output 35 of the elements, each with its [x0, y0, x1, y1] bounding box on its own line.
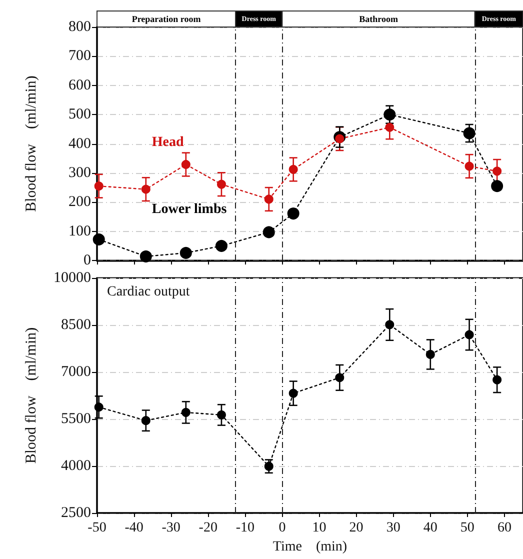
y-tick-label: 8500 [61, 317, 91, 333]
x-tick-label: 10 [312, 520, 326, 536]
series-label: Head [152, 134, 184, 150]
y-tick-label: 7000 [61, 364, 91, 380]
y-tick-label: 800 [68, 19, 91, 35]
y-tick-label: 5500 [61, 411, 91, 427]
x-tick-label: -10 [236, 520, 255, 536]
chart-title: Cardiac output [107, 284, 190, 300]
y-tick-label: 700 [68, 48, 91, 64]
x-tick-label: -20 [198, 520, 218, 536]
x-tick-label: 50 [460, 520, 474, 536]
y-tick-label: 10000 [54, 270, 91, 286]
x-tick-label: 60 [497, 520, 512, 536]
x-tick-label: 0 [278, 520, 286, 536]
y-tick-label: 500 [68, 106, 91, 123]
x-tick-label: -50 [88, 520, 106, 536]
x-tick-label: -30 [162, 520, 180, 536]
y-tick-label: 4000 [61, 458, 91, 474]
y-tick-label: 300 [68, 164, 91, 181]
x-axis-title: Time (min) [272, 539, 348, 554]
y-tick-label: 0 [84, 252, 91, 268]
x-tick-label: 30 [386, 520, 400, 536]
x-tick-label: 40 [423, 520, 438, 536]
y-axis-title: Blood flow (ml/min) [24, 76, 40, 212]
text: Bathroom [359, 14, 398, 24]
y-axis-title: Blood flow (ml/min) [24, 327, 40, 464]
x-tick-label: 20 [349, 520, 364, 536]
y-tick-label: 100 [68, 223, 91, 240]
y-tick-label: 600 [68, 77, 91, 94]
text: Preparation room [132, 14, 202, 24]
y-tick-label: 400 [68, 136, 91, 152]
y-tick-label: 200 [68, 194, 91, 210]
series-label: Lower limbs [152, 202, 228, 217]
x-tick-label: -40 [124, 520, 144, 536]
y-tick-label: 2500 [61, 505, 91, 521]
